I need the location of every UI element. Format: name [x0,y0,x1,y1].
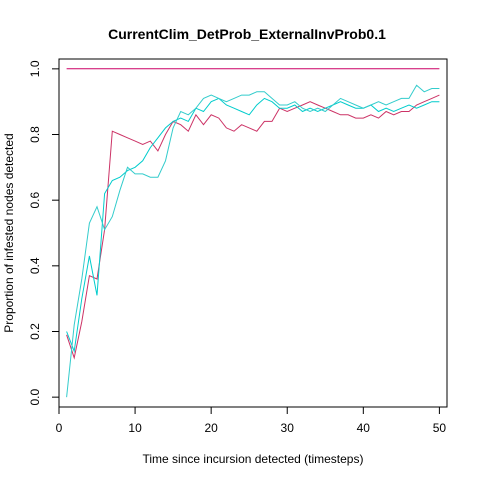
series-line-4 [66,84,440,398]
y-axis: 0.0 0.2 0.4 0.6 0.8 1.0 [28,60,60,405]
y-tick-label: 0.4 [28,257,42,274]
x-axis: 0 10 20 30 40 50 [56,406,447,435]
chart-title: CurrentClim_DetProb_ExternalInvProb0.1 [108,26,386,42]
y-tick-label: 0.6 [28,192,42,209]
y-tick-label: 0.0 [28,388,42,405]
plot-frame [58,58,448,408]
y-tick-label: 0.2 [28,323,42,340]
series-line-2 [66,94,440,360]
x-tick-label: 50 [433,421,447,435]
x-tick-label: 20 [204,421,218,435]
x-axis-label: Time since incursion detected (timesteps… [143,452,364,466]
x-tick-label: 0 [56,421,63,435]
x-tick-label: 40 [357,421,371,435]
series-layer [66,68,440,398]
y-tick-label: 1.0 [28,60,42,77]
y-tick-label: 0.8 [28,126,42,143]
x-tick-label: 10 [128,421,142,435]
x-tick-label: 30 [281,421,295,435]
series-line-3 [66,97,440,354]
y-axis-label: Proportion of infested nodes detected [2,133,16,332]
